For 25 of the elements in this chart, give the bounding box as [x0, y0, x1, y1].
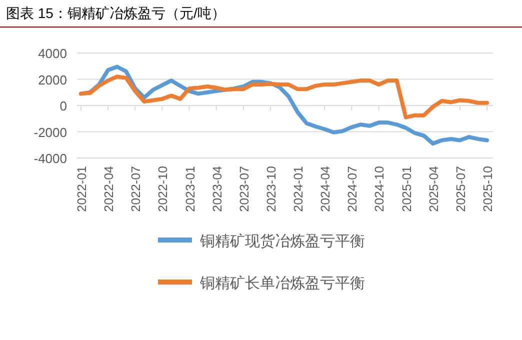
x-tick-label: 2023-07	[237, 166, 252, 212]
x-tick-label: 2024-04	[318, 166, 333, 212]
legend-label: 铜精矿长单冶炼盈亏平衡	[199, 275, 365, 292]
chart-title: 图表 15：铜精矿冶炼盈亏（元/吨）	[6, 5, 226, 21]
x-tick-label: 2025-01	[400, 166, 414, 212]
x-tick-label: 2024-10	[372, 166, 387, 212]
x-tick-label: 2023-04	[210, 166, 224, 212]
x-tick-label: 2023-10	[264, 166, 278, 212]
y-tick-label: -2000	[34, 124, 67, 140]
x-tick-label: 2022-10	[156, 166, 170, 212]
legend-label: 铜精矿现货冶炼盈亏平衡	[199, 233, 365, 250]
x-tick-label: 2022-07	[129, 166, 144, 212]
x-tick-label: 2024-07	[346, 166, 360, 212]
y-tick-label: 0	[60, 98, 67, 114]
x-tick-label: 2022-01	[75, 166, 89, 212]
y-tick-label: -4000	[34, 151, 67, 166]
x-tick-label: 2025-07	[454, 166, 468, 212]
x-tick-label: 2023-01	[183, 166, 198, 212]
line-series	[79, 74, 489, 120]
x-tick-label: 2025-04	[426, 166, 441, 212]
x-tick-label: 2022-04	[102, 166, 116, 212]
y-tick-label: 2000	[38, 72, 67, 88]
y-tick-label: 4000	[38, 46, 67, 61]
x-tick-label: 2024-01	[292, 166, 306, 212]
x-tick-label: 2025-10	[481, 166, 495, 212]
